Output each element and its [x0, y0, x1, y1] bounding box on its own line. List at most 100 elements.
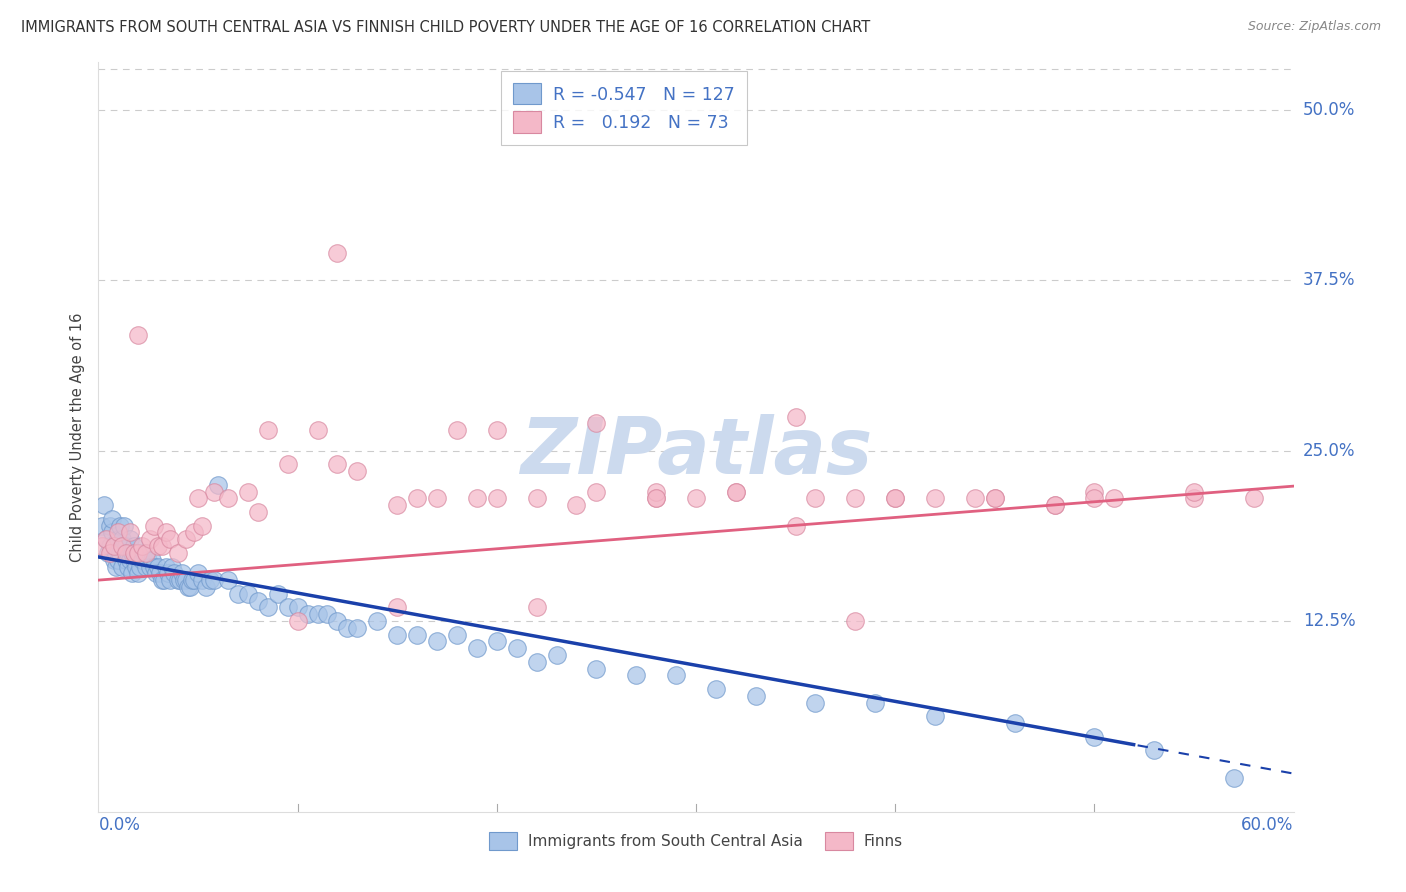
- Point: [149, 566, 172, 581]
- Point: [1043, 498, 1066, 512]
- Point: [110, 546, 132, 560]
- Point: [485, 634, 508, 648]
- Point: [124, 539, 146, 553]
- Point: [202, 573, 225, 587]
- Point: [107, 533, 129, 547]
- Point: [117, 559, 139, 574]
- Point: [112, 539, 135, 553]
- Point: [297, 607, 319, 622]
- Point: [135, 546, 157, 560]
- Text: 50.0%: 50.0%: [1303, 101, 1355, 120]
- Point: [336, 621, 359, 635]
- Point: [236, 587, 259, 601]
- Point: [465, 641, 488, 656]
- Point: [121, 566, 143, 581]
- Text: Source: ZipAtlas.com: Source: ZipAtlas.com: [1247, 20, 1381, 33]
- Point: [107, 552, 129, 566]
- Point: [924, 491, 946, 506]
- Point: [136, 552, 159, 566]
- Point: [127, 546, 149, 560]
- Point: [174, 573, 197, 587]
- Point: [107, 525, 129, 540]
- Point: [385, 600, 409, 615]
- Point: [111, 559, 134, 574]
- Point: [307, 607, 329, 622]
- Point: [155, 559, 177, 574]
- Point: [139, 559, 162, 574]
- Point: [485, 491, 508, 506]
- Point: [506, 641, 529, 656]
- Point: [101, 525, 124, 540]
- Point: [163, 566, 186, 581]
- Point: [785, 409, 807, 424]
- Point: [326, 246, 349, 260]
- Text: IMMIGRANTS FROM SOUTH CENTRAL ASIA VS FINNISH CHILD POVERTY UNDER THE AGE OF 16 : IMMIGRANTS FROM SOUTH CENTRAL ASIA VS FI…: [21, 20, 870, 35]
- Point: [217, 573, 239, 587]
- Point: [645, 491, 668, 506]
- Point: [159, 533, 181, 547]
- Point: [124, 546, 146, 560]
- Point: [1182, 491, 1205, 506]
- Point: [326, 458, 349, 472]
- Point: [277, 600, 299, 615]
- Point: [565, 498, 588, 512]
- Point: [685, 491, 707, 506]
- Point: [1104, 491, 1126, 506]
- Point: [724, 484, 747, 499]
- Point: [150, 573, 173, 587]
- Point: [125, 546, 148, 560]
- Point: [91, 539, 114, 553]
- Point: [446, 423, 468, 437]
- Point: [103, 539, 125, 553]
- Point: [1083, 484, 1105, 499]
- Point: [207, 477, 229, 491]
- Point: [485, 423, 508, 437]
- Point: [96, 533, 118, 547]
- Point: [105, 559, 128, 574]
- Point: [804, 491, 827, 506]
- Point: [804, 696, 827, 710]
- Point: [346, 621, 368, 635]
- Point: [1143, 743, 1166, 757]
- Text: 25.0%: 25.0%: [1303, 442, 1355, 459]
- Point: [267, 587, 290, 601]
- Point: [465, 491, 488, 506]
- Point: [91, 518, 114, 533]
- Text: 37.5%: 37.5%: [1303, 271, 1355, 289]
- Point: [724, 484, 747, 499]
- Point: [865, 696, 887, 710]
- Point: [134, 546, 156, 560]
- Point: [546, 648, 568, 662]
- Point: [1223, 771, 1246, 785]
- Point: [127, 546, 149, 560]
- Point: [110, 518, 132, 533]
- Point: [153, 573, 176, 587]
- Point: [173, 573, 195, 587]
- Point: [645, 491, 668, 506]
- Point: [93, 498, 115, 512]
- Point: [115, 552, 138, 566]
- Point: [446, 627, 468, 641]
- Point: [226, 587, 249, 601]
- Point: [1083, 730, 1105, 744]
- Point: [844, 614, 866, 628]
- Point: [585, 417, 607, 431]
- Point: [287, 600, 309, 615]
- Text: 0.0%: 0.0%: [98, 816, 141, 834]
- Point: [143, 518, 166, 533]
- Point: [426, 491, 449, 506]
- Point: [884, 491, 907, 506]
- Point: [111, 539, 134, 553]
- Point: [127, 566, 149, 581]
- Point: [129, 559, 152, 574]
- Point: [984, 491, 1007, 506]
- Point: [385, 627, 409, 641]
- Point: [963, 491, 986, 506]
- Point: [287, 614, 309, 628]
- Point: [145, 566, 167, 581]
- Point: [127, 327, 149, 342]
- Point: [96, 533, 118, 547]
- Point: [183, 525, 205, 540]
- Point: [121, 546, 143, 560]
- Point: [1004, 716, 1026, 731]
